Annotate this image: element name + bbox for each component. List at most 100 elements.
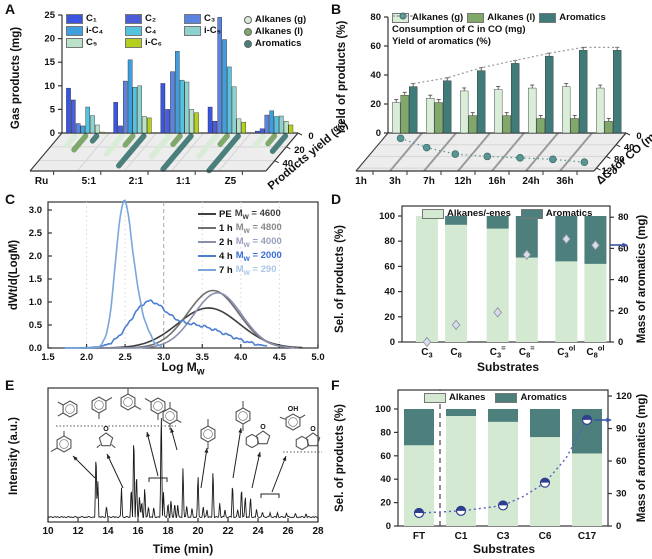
legend-item: C₄ — [125, 25, 180, 36]
svg-text:18: 18 — [162, 526, 174, 537]
panel-D-chart: 0 20 40 60 80 100 0 20 40 60 80 C3 C8 C3= C8= C3ol C8ol — [379, 205, 629, 360]
legend-item: C₂ — [125, 13, 180, 24]
legend-swatch — [467, 12, 485, 23]
legend-item: Alkanes (l) — [244, 26, 306, 37]
svg-text:15: 15 — [44, 57, 55, 68]
molecular-structure — [57, 400, 78, 418]
svg-text:C3=: C3= — [490, 344, 506, 360]
svg-text:OH: OH — [288, 406, 299, 413]
panel-D-y2label: Mass of aromatics (mg) — [636, 214, 648, 344]
panel-C-chart: 1.5 2.0 2.5 3.0 3.5 4.0 4.5 5.0 0.0 0.5 1.0 1.5 2.0 2… — [29, 199, 325, 363]
legend-swatch — [66, 13, 83, 24]
svg-text:20: 20 — [380, 498, 391, 509]
panel-C-letter: C — [5, 191, 16, 207]
molecular-structure: O — [96, 426, 116, 449]
panel-F-letter: F — [331, 377, 340, 393]
svg-text:2.0: 2.0 — [80, 352, 93, 363]
svg-text:20: 20 — [192, 526, 204, 537]
legend-swatch — [539, 12, 557, 23]
panel-D-legend: Alkanes/-enes Aromatics — [422, 208, 592, 219]
svg-text:60: 60 — [616, 456, 627, 467]
svg-text:0: 0 — [308, 131, 313, 142]
svg-text:3.0: 3.0 — [29, 205, 42, 216]
svg-text:5:1: 5:1 — [82, 176, 97, 187]
svg-text:1.5: 1.5 — [41, 352, 55, 363]
line-marker — [198, 227, 216, 230]
legend-item: Aromatics — [520, 208, 592, 219]
legend-swatch — [184, 25, 201, 36]
svg-text:120: 120 — [616, 391, 632, 402]
svg-text:2:1: 2:1 — [129, 176, 144, 187]
panel-B-letter: B — [331, 1, 342, 17]
svg-text:FT: FT — [413, 531, 425, 542]
line-marker — [198, 269, 216, 271]
legend-item: Aromatics — [495, 392, 567, 403]
legend-item: i-C₆ — [125, 37, 180, 48]
legend-dot — [244, 27, 252, 36]
panel-A-ylabel: Gas products (mg) — [10, 26, 22, 130]
svg-text:10: 10 — [42, 526, 54, 537]
legend-swatch — [422, 208, 444, 219]
svg-text:O: O — [103, 426, 109, 433]
svg-text:40: 40 — [370, 70, 381, 81]
legend-item: Aromatics — [244, 38, 306, 49]
legend-swatch — [125, 37, 142, 48]
svg-text:4.0: 4.0 — [234, 352, 247, 363]
legend-item: 7 h Mw = 290 — [198, 264, 282, 276]
svg-text:0: 0 — [376, 128, 381, 139]
svg-text:C8: C8 — [450, 347, 461, 360]
panel-D-ylabel: Sel. of products (%) — [334, 225, 346, 333]
line-marker — [198, 213, 216, 216]
svg-text:30: 30 — [616, 489, 627, 500]
svg-text:25: 25 — [44, 10, 55, 21]
svg-text:1.0: 1.0 — [29, 297, 42, 308]
line-marker — [198, 241, 216, 244]
legend-dot — [244, 15, 252, 24]
panel-F: 0 20 40 60 80 100 0 30 60 90 120 FT C1 C3 C6 C17 F Sel.… — [326, 376, 652, 559]
svg-text:40: 40 — [384, 287, 395, 298]
molecular-structure — [144, 397, 166, 420]
svg-text:7h: 7h — [423, 176, 435, 187]
legend-item: PE Mw = 4600 — [198, 208, 282, 221]
molecular-structure — [162, 402, 182, 430]
legend-swatch — [66, 37, 83, 48]
svg-text:120: 120 — [602, 166, 618, 177]
svg-text:2.0: 2.0 — [29, 251, 42, 262]
svg-text:60: 60 — [384, 261, 395, 272]
legend-item: Alkanes/-enes — [422, 208, 511, 219]
svg-text:100: 100 — [379, 211, 395, 222]
svg-text:80: 80 — [384, 236, 395, 247]
legend-item: C₅ — [66, 37, 121, 48]
svg-text:60: 60 — [370, 41, 381, 52]
svg-text:5.0: 5.0 — [311, 352, 324, 363]
panel-B-legend: Alkanes (g) Alkanes (l) Aromatics Consumpti… — [392, 12, 606, 47]
svg-text:2.5: 2.5 — [29, 228, 43, 239]
panel-D: 0 20 40 60 80 100 0 20 40 60 80 C3 C8 C3= C8= C3ol C8ol … — [326, 190, 652, 376]
legend-item: C₁ — [66, 13, 121, 24]
panel-B-ylabel: Yield of products (%) — [336, 20, 348, 136]
svg-text:1h: 1h — [355, 176, 367, 187]
panel-B: 0 20 40 60 80 1h 3h 7h 12h 16h 24h 36h 0 40 80 120 ΔC fo… — [326, 0, 652, 190]
panel-F-y2label: Mass of aromatics (mg) — [636, 393, 648, 523]
svg-text:28: 28 — [312, 526, 324, 537]
molecular-structure — [200, 419, 216, 449]
svg-text:40: 40 — [624, 143, 635, 154]
svg-text:C8ol: C8ol — [586, 344, 604, 360]
svg-text:0: 0 — [386, 521, 391, 532]
svg-text:3.0: 3.0 — [157, 352, 170, 363]
svg-text:40: 40 — [282, 159, 293, 170]
svg-text:C17: C17 — [578, 531, 597, 542]
line-marker — [198, 255, 216, 258]
legend-swatch — [184, 13, 201, 24]
svg-text:20: 20 — [618, 306, 629, 317]
legend-item: i-C₄ — [66, 25, 121, 36]
svg-text:0: 0 — [636, 131, 641, 142]
legend-item: C₃ — [184, 13, 239, 24]
svg-text:24: 24 — [252, 526, 264, 537]
svg-text:20: 20 — [370, 99, 381, 110]
svg-text:O: O — [260, 424, 266, 431]
svg-text:16h: 16h — [488, 176, 505, 187]
legend-item: Alkanes (g) — [244, 14, 306, 25]
panel-C-ylabel: dWt/d(LogM) — [8, 239, 20, 311]
